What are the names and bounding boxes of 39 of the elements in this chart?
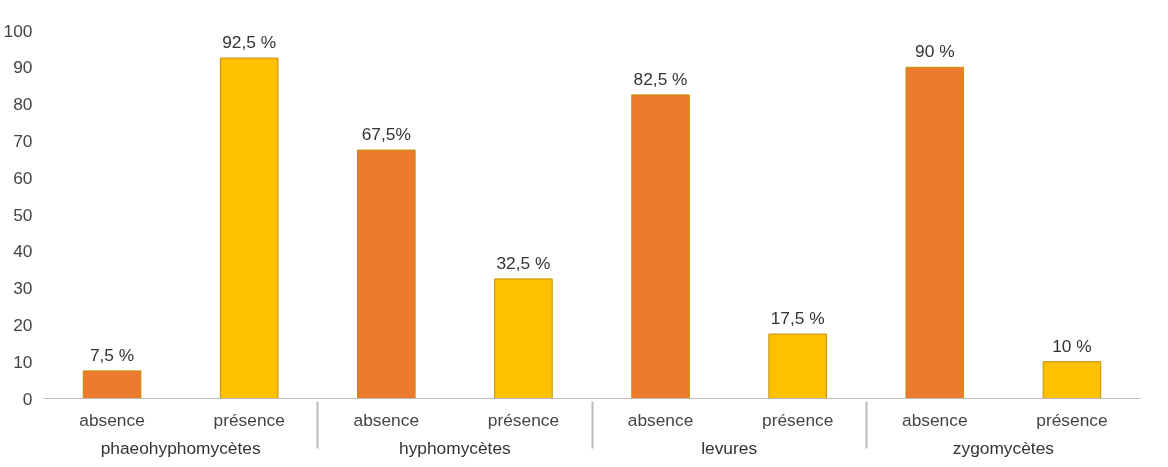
bar (494, 278, 553, 399)
x-tick-label: absence (627, 409, 694, 430)
x-tick-label: absence (79, 409, 145, 430)
y-tick-label: 10 (13, 351, 33, 372)
bar (82, 370, 142, 399)
y-tick-label: 30 (13, 278, 33, 299)
text: levures (701, 437, 758, 458)
data-label: 7,5 % (89, 344, 135, 365)
y-tick-label: 100 (3, 20, 33, 41)
x-tick-label: présence (1036, 409, 1108, 430)
bar (357, 149, 416, 399)
text: hyphomycètes (399, 437, 512, 458)
data-label: 92,5 % (222, 32, 277, 53)
text: zygomycètes (952, 437, 1055, 458)
y-tick-label: 0 (22, 388, 33, 409)
x-tick-label: absence (353, 409, 420, 430)
y-tick-label: 40 (13, 241, 33, 262)
x-tick-label: absence (902, 409, 968, 430)
data-label: 67,5% (361, 124, 411, 145)
y-tick-label: 90 (13, 57, 33, 78)
data-label: 32,5 % (496, 252, 551, 273)
data-label: 90 % (915, 41, 955, 62)
data-label: 82,5 % (633, 68, 688, 89)
bar (768, 333, 827, 399)
bar (219, 57, 279, 399)
data-label: 10 % (1052, 335, 1092, 356)
data-label: 17,5 % (770, 308, 825, 329)
y-tick-label: 60 (13, 167, 33, 188)
text: phaeohyphomycètes (100, 437, 261, 458)
y-tick-label: 80 (13, 94, 33, 115)
x-tick-label: présence (487, 409, 560, 430)
bar (905, 66, 965, 399)
x-tick-label: présence (213, 409, 285, 430)
y-tick-label: 70 (13, 130, 33, 151)
y-tick-label: 50 (13, 204, 33, 225)
x-tick-label: présence (762, 409, 834, 430)
bar (1042, 361, 1102, 399)
y-tick-label: 20 (13, 314, 33, 335)
bar (631, 94, 690, 399)
